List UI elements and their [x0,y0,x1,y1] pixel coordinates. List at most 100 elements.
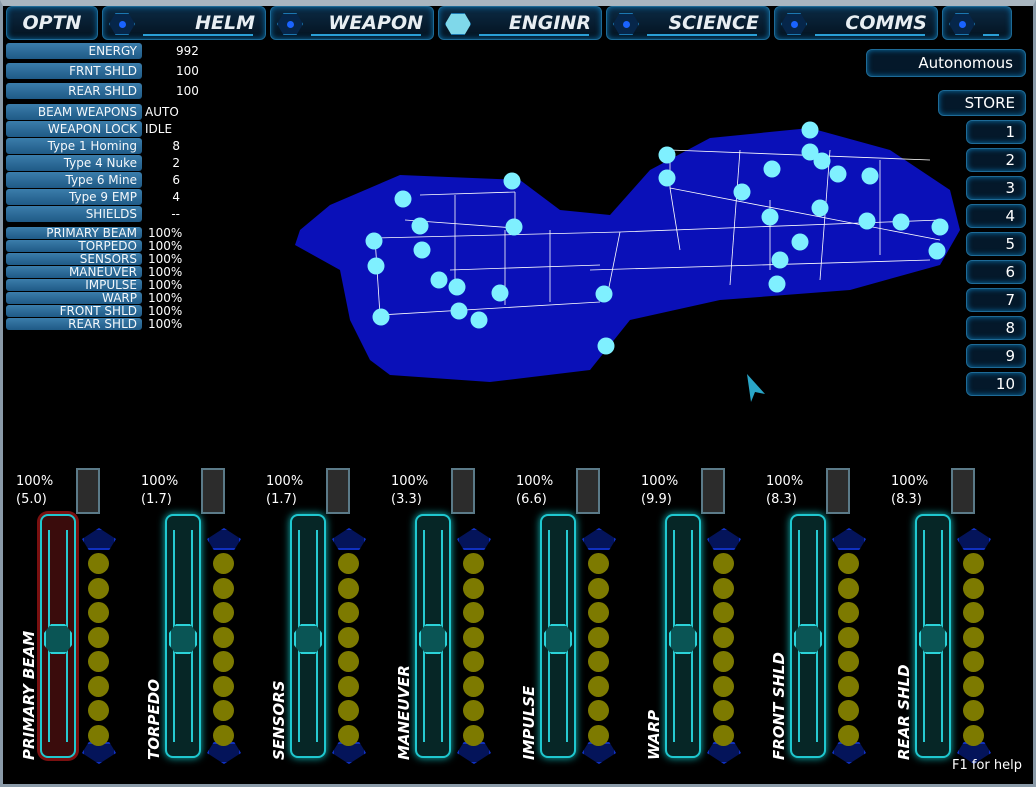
system-grid-line [374,237,381,316]
tab-weapon[interactable]: WEAPON [270,6,434,40]
system-node[interactable] [411,217,429,235]
preset-button-5[interactable]: 5 [966,232,1026,256]
coolant-pip [838,626,859,648]
status-value: 100 [176,84,199,98]
system-node[interactable] [503,172,521,190]
coolant-pip [213,651,234,672]
power-slider[interactable] [40,514,76,758]
coolant-up-arrow-icon[interactable] [957,528,991,550]
preset-label: 10 [995,375,1015,393]
autonomous-label: Autonomous [918,54,1013,72]
power-slider[interactable] [165,514,201,758]
system-node[interactable] [505,218,523,236]
system-node[interactable] [470,311,488,329]
coolant-pip [713,577,734,599]
coolant-up-arrow-icon[interactable] [332,528,366,550]
system-node[interactable] [801,143,819,161]
tab-extra[interactable] [942,6,1012,40]
coolant-pip [713,626,734,648]
system-node[interactable] [761,208,779,226]
coolant-pip [338,651,359,672]
power-slider[interactable] [665,514,701,758]
autonomous-button[interactable]: Autonomous [866,49,1026,77]
system-node[interactable] [861,167,879,185]
system-node[interactable] [448,278,466,296]
system-node[interactable] [801,121,819,139]
system-node[interactable] [450,302,468,320]
power-slider[interactable] [415,514,451,758]
health-value: 100% [148,317,183,331]
system-node[interactable] [367,257,385,275]
system-node[interactable] [811,199,829,217]
system-node[interactable] [771,251,789,269]
slider-handle[interactable] [919,624,947,654]
tab-enginr[interactable]: ENGINR [438,6,602,40]
coolant-pip [463,626,484,648]
system-node[interactable] [658,169,676,187]
preset-button-8[interactable]: 8 [966,316,1026,340]
system-node[interactable] [658,146,676,164]
coolant-up-arrow-icon[interactable] [82,528,116,550]
system-node[interactable] [394,190,412,208]
slider-handle[interactable] [419,624,447,654]
weapons-label: WEAPON LOCK [6,121,142,137]
system-node[interactable] [365,232,383,250]
preset-button-10[interactable]: 10 [966,372,1026,396]
tab-comms[interactable]: COMMS [774,6,938,40]
coolant-up-arrow-icon[interactable] [707,528,741,550]
system-node[interactable] [931,218,949,236]
health-label: REAR SHLD [6,318,142,330]
coolant-pip [88,626,109,648]
store-preset-button[interactable]: STORE [938,90,1026,116]
tab-label: SCIENCE [668,12,759,34]
power-slider[interactable] [540,514,576,758]
power-slider[interactable] [915,514,951,758]
coolant-up-arrow-icon[interactable] [207,528,241,550]
tab-science[interactable]: SCIENCE [606,6,770,40]
system-node[interactable] [768,275,786,293]
system-node[interactable] [430,271,448,289]
tab-helm[interactable]: HELM [102,6,266,40]
heat-gauge [201,468,225,514]
system-node[interactable] [858,212,876,230]
system-node[interactable] [595,285,613,303]
slider-handle[interactable] [794,624,822,654]
system-node[interactable] [372,308,390,326]
preset-button-2[interactable]: 2 [966,148,1026,172]
coolant-up-arrow-icon[interactable] [832,528,866,550]
weapons-value: IDLE [145,122,173,136]
system-node[interactable] [733,183,751,201]
system-node[interactable] [928,242,946,260]
system-node[interactable] [791,233,809,251]
power-slider[interactable] [290,514,326,758]
slider-handle[interactable] [294,624,322,654]
preset-button-1[interactable]: 1 [966,120,1026,144]
health-label: WARP [6,292,142,304]
system-node[interactable] [763,160,781,178]
system-node[interactable] [813,152,831,170]
slider-handle[interactable] [169,624,197,654]
tab-hex-icon [949,13,975,35]
preset-button-9[interactable]: 9 [966,344,1026,368]
tab-optn[interactable]: OPTN [6,6,98,40]
preset-label: 9 [1005,347,1015,365]
health-value: 100% [148,304,183,318]
system-node[interactable] [892,213,910,231]
preset-button-6[interactable]: 6 [966,260,1026,284]
slider-handle[interactable] [44,624,72,654]
tab-hex-icon [613,13,639,35]
tab-underline [143,34,253,36]
slider-handle[interactable] [544,624,572,654]
power-slider[interactable] [790,514,826,758]
slider-handle[interactable] [669,624,697,654]
coolant-up-arrow-icon[interactable] [582,528,616,550]
coolant-up-arrow-icon[interactable] [457,528,491,550]
system-node[interactable] [829,165,847,183]
system-node[interactable] [491,284,509,302]
preset-button-3[interactable]: 3 [966,176,1026,200]
preset-button-7[interactable]: 7 [966,288,1026,312]
preset-button-4[interactable]: 4 [966,204,1026,228]
coolant-pip [713,675,734,697]
system-node[interactable] [413,241,431,259]
system-node[interactable] [597,337,615,355]
